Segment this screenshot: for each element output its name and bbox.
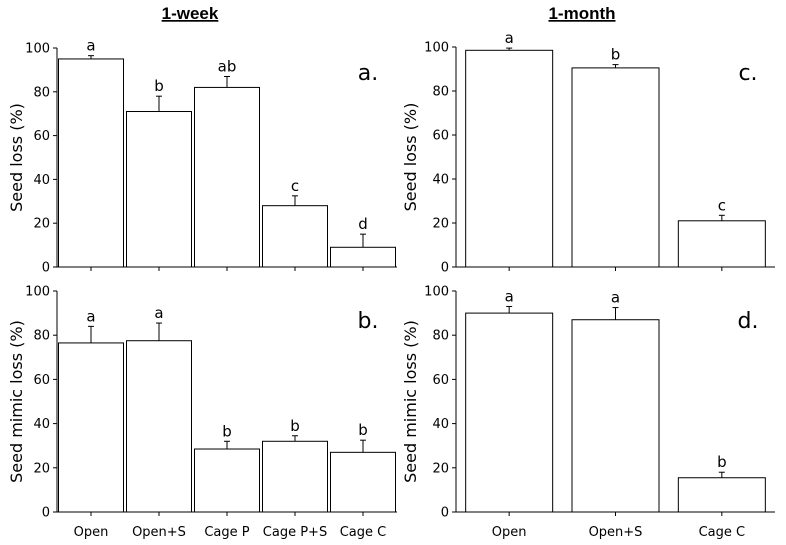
bar-c-2 <box>677 220 766 268</box>
y-tick-label-a-1: 20 <box>33 217 50 232</box>
y-tick-label-d-0: 0 <box>441 506 449 521</box>
panel-b-chart: a Open a Open+S b Cage P b Cage P+S b Cage C 0 20 40… <box>7 285 397 540</box>
bar-d-1 <box>571 319 660 513</box>
column-title-1-week: 1-week <box>162 4 219 23</box>
sig-letter-c-2: c <box>718 196 726 214</box>
sig-letter-b-0: a <box>86 307 95 325</box>
panel-label-d: d. <box>738 309 759 334</box>
y-tick-label-b-0: 0 <box>42 506 50 521</box>
y-tick-label-b-1: 20 <box>33 461 50 476</box>
category-label-d-1: Open+S <box>589 525 643 540</box>
bar-b-4 <box>330 451 396 513</box>
bar-b-2 <box>194 448 260 513</box>
y-tick-label-d-5: 100 <box>424 285 449 300</box>
column-title-1-month: 1-month <box>548 4 615 23</box>
y-tick-label-c-1: 20 <box>432 217 449 232</box>
sig-letter-c-0: a <box>505 29 514 47</box>
y-tick-label-b-2: 40 <box>33 417 50 432</box>
bar-c-1 <box>571 67 660 268</box>
y-tick-label-c-5: 100 <box>424 41 449 56</box>
sig-letter-a-2: ab <box>218 57 237 75</box>
bar-a-2 <box>194 86 260 268</box>
y-axis-label-d: Seed mimic loss (%) <box>401 320 420 483</box>
category-label-d-2: Cage C <box>699 525 746 540</box>
bar-c-0 <box>465 49 554 268</box>
y-tick-label-a-4: 80 <box>33 85 50 100</box>
y-axis-label-a: Seed loss (%) <box>7 103 26 212</box>
bar-b-0 <box>58 342 124 513</box>
y-tick-label-c-0: 0 <box>441 261 449 276</box>
panel-c-chart: a b c 0 20 40 60 80 100 Seed loss (%) c. <box>401 29 775 276</box>
y-tick-label-b-4: 80 <box>33 329 50 344</box>
sig-letter-a-4: d <box>358 215 368 233</box>
category-label-b-3: Cage P+S <box>263 525 327 540</box>
panel-label-c: c. <box>738 61 757 86</box>
y-tick-label-a-3: 60 <box>33 129 50 144</box>
y-tick-label-b-3: 60 <box>33 373 50 388</box>
y-tick-label-d-4: 80 <box>432 329 449 344</box>
sig-letter-b-3: b <box>290 417 300 435</box>
y-tick-label-a-5: 100 <box>25 42 50 57</box>
y-tick-label-a-0: 0 <box>42 261 50 276</box>
bar-d-2 <box>677 477 766 513</box>
y-axis-label-b: Seed mimic loss (%) <box>7 320 26 483</box>
bar-a-0 <box>58 58 124 268</box>
sig-letter-a-3: c <box>291 177 299 195</box>
panel-label-a: a. <box>358 61 378 86</box>
y-axis-label-c: Seed loss (%) <box>401 103 420 212</box>
sig-letter-d-1: a <box>611 289 620 307</box>
y-tick-label-d-1: 20 <box>432 461 449 476</box>
panel-label-b: b. <box>358 309 379 334</box>
sig-letter-d-0: a <box>505 287 514 305</box>
category-label-b-4: Cage C <box>340 525 387 540</box>
y-tick-label-b-5: 100 <box>25 285 50 300</box>
category-label-b-1: Open+S <box>132 525 186 540</box>
bar-a-4 <box>330 246 396 268</box>
category-label-b-0: Open <box>74 525 109 540</box>
sig-letter-b-1: a <box>154 304 163 322</box>
y-tick-label-c-4: 80 <box>432 85 449 100</box>
category-label-b-2: Cage P <box>204 525 249 540</box>
bar-b-1 <box>126 340 192 513</box>
category-label-d-0: Open <box>492 525 527 540</box>
sig-letter-b-2: b <box>222 422 232 440</box>
bar-b-3 <box>262 440 328 513</box>
sig-letter-b-4: b <box>358 421 368 439</box>
sig-letter-d-2: b <box>717 453 727 471</box>
y-tick-label-d-3: 60 <box>432 373 449 388</box>
y-tick-label-c-2: 40 <box>432 173 449 188</box>
bar-a-1 <box>126 111 192 268</box>
sig-letter-c-1: b <box>611 46 621 64</box>
panel-d-chart: a Open a Open+S b Cage C 0 20 40 60 80 100 Seed mimi… <box>401 285 775 540</box>
y-tick-label-d-2: 40 <box>432 417 449 432</box>
bar-a-3 <box>262 205 328 268</box>
sig-letter-a-0: a <box>86 37 95 55</box>
bar-d-0 <box>465 312 554 513</box>
sig-letter-a-1: b <box>154 77 164 95</box>
y-tick-label-c-3: 60 <box>432 129 449 144</box>
y-tick-label-a-2: 40 <box>33 173 50 188</box>
